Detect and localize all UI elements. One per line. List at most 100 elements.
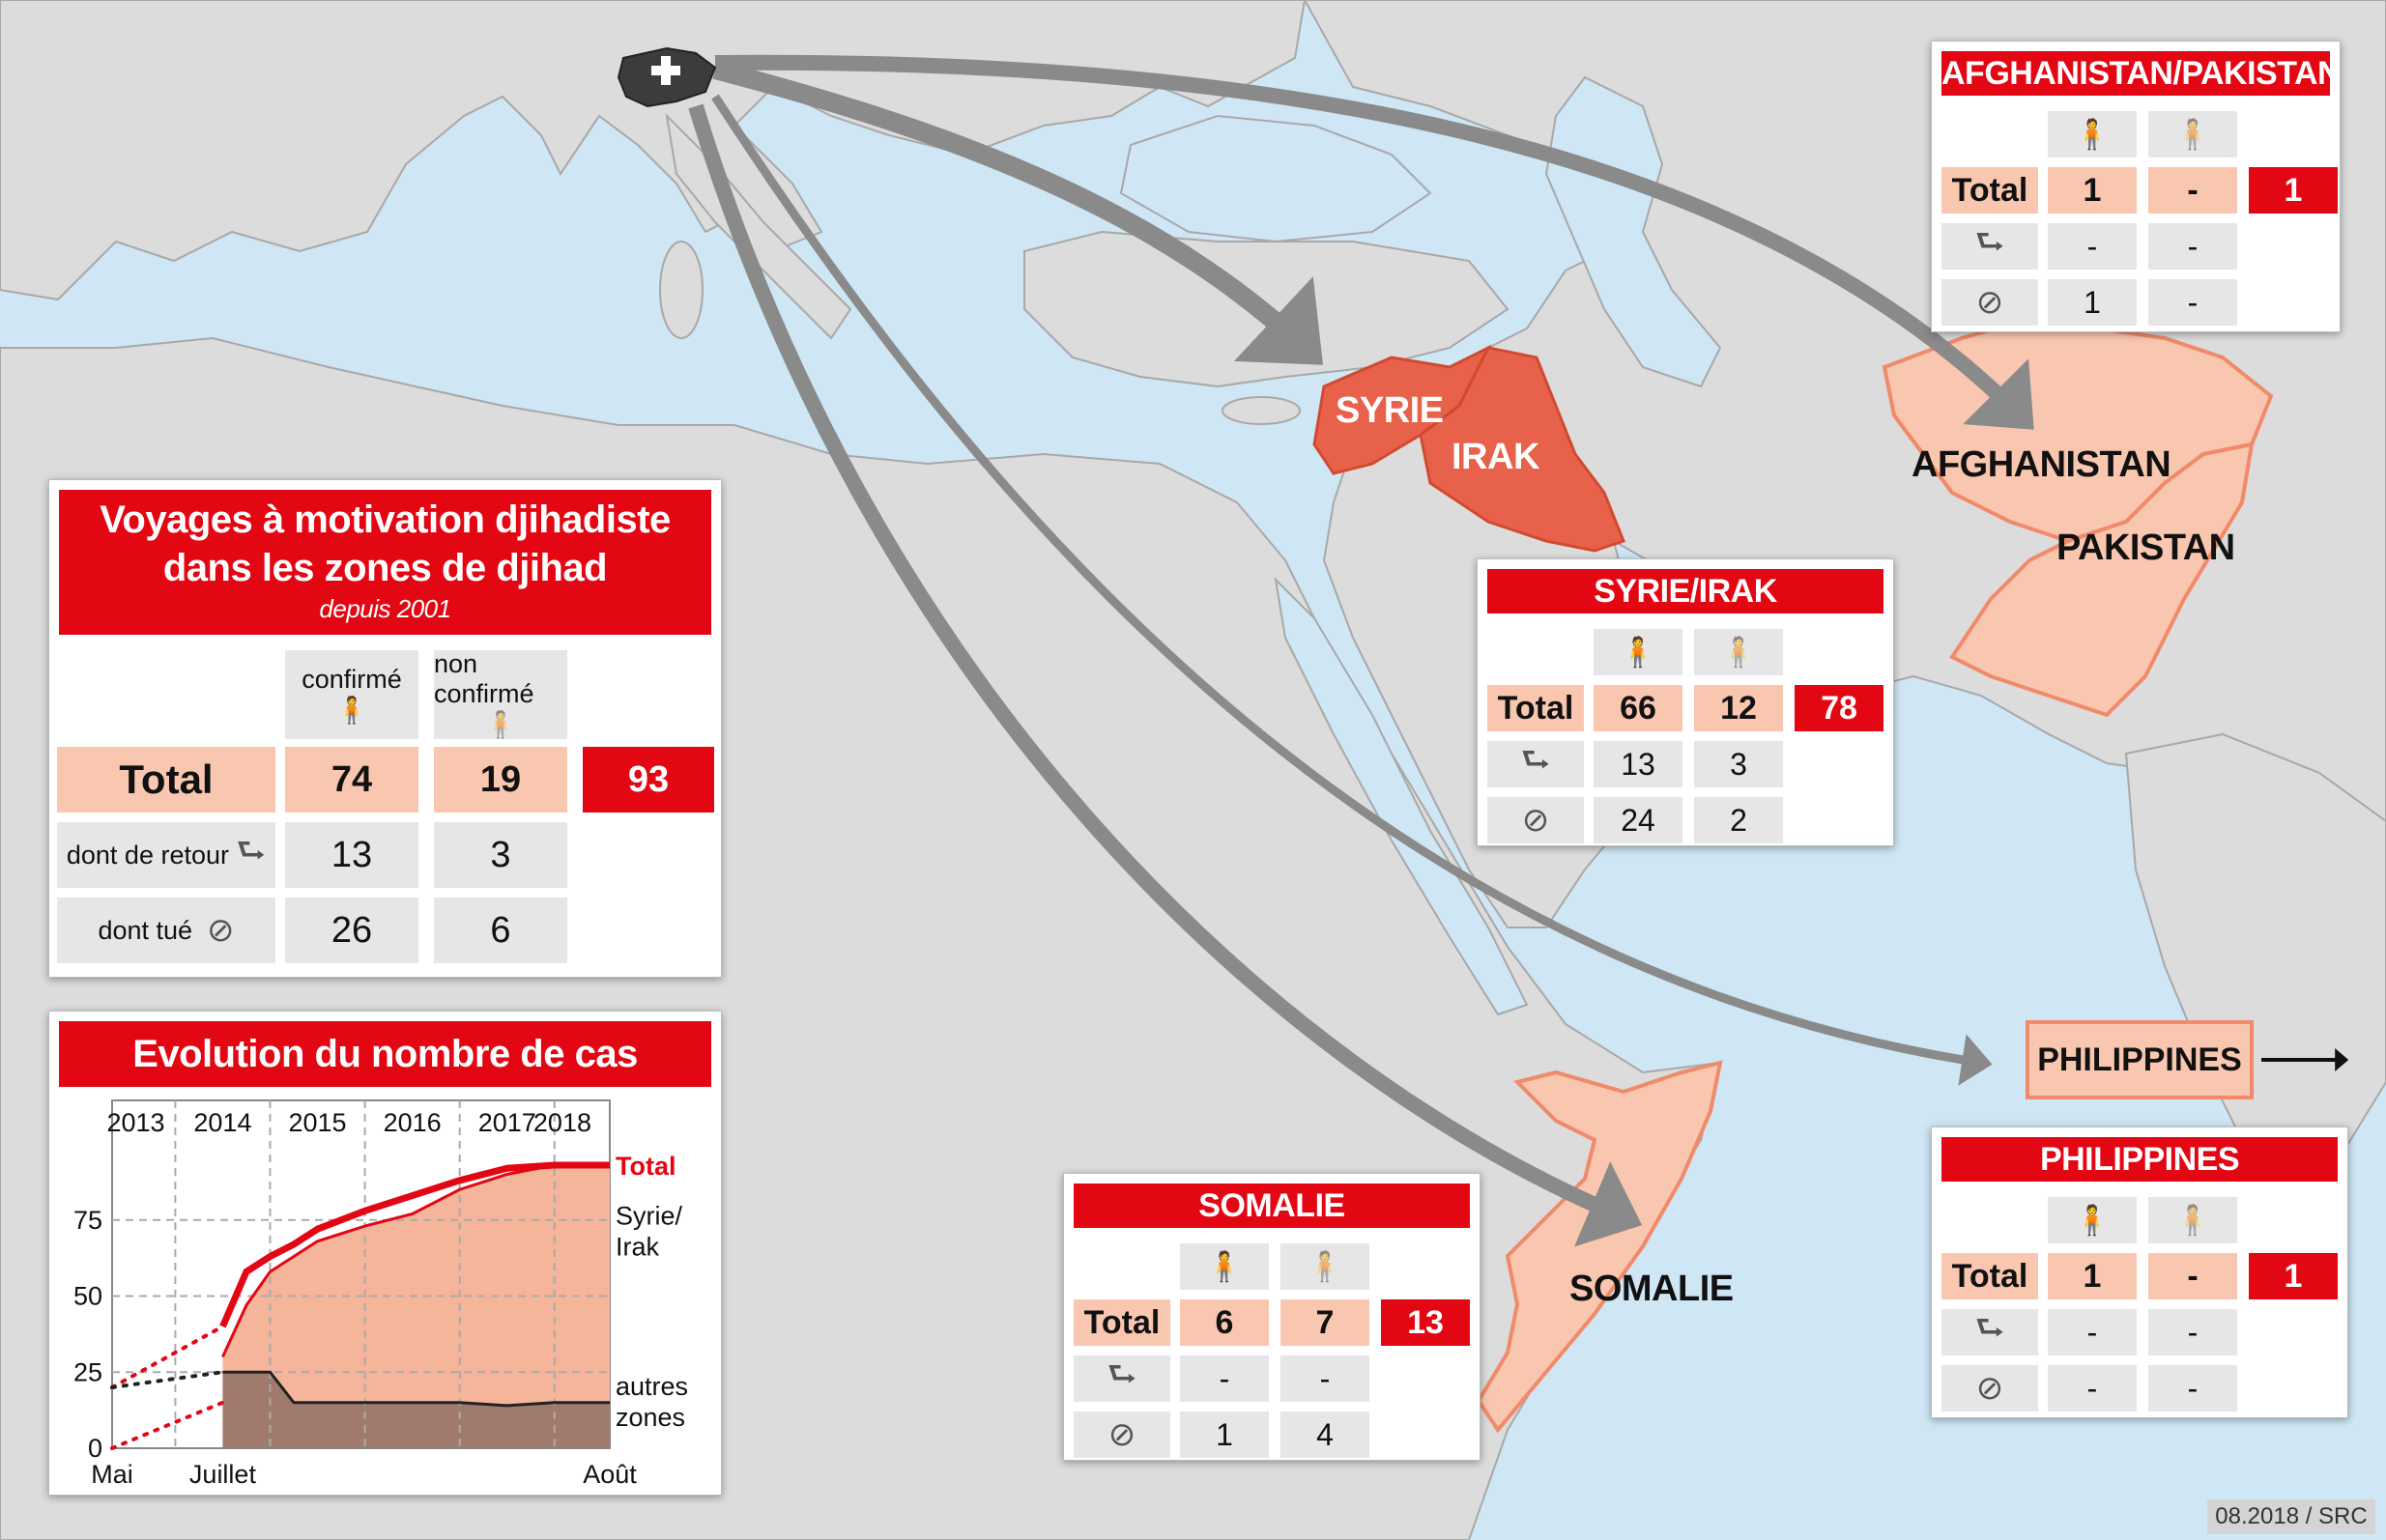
total-confirmed: 74 bbox=[285, 747, 418, 813]
label-irak: IRAK bbox=[1452, 437, 1539, 477]
total-confirmed: 1 bbox=[2048, 167, 2137, 214]
year-label: 2018 bbox=[533, 1108, 591, 1137]
x-end-label: Août bbox=[583, 1460, 637, 1487]
return-unconfirmed: - bbox=[2148, 1309, 2237, 1355]
series-total-line bbox=[219, 1161, 610, 1328]
col-unconfirmed-label: non confirmé bbox=[434, 649, 534, 708]
row-total-label: Total bbox=[1074, 1299, 1170, 1346]
main-table-panel: Voyages à motivation djihadiste dans les… bbox=[48, 479, 722, 978]
trend-total-dotted bbox=[110, 1325, 225, 1389]
killed-confirmed: - bbox=[2048, 1365, 2137, 1412]
legend-syrie-2: Irak bbox=[616, 1232, 660, 1261]
row-return-label: dont de retour ⮑ bbox=[57, 822, 275, 888]
panel-philippines: PHILIPPINES 🧍 🧍 Total 1 - 1 ⮑ - - ⊘ - - bbox=[1931, 1126, 2348, 1418]
legend-syrie-1: Syrie/ bbox=[616, 1201, 683, 1230]
killed-unconfirmed: 2 bbox=[1694, 797, 1783, 843]
col-confirmed-header: 🧍 bbox=[2048, 1197, 2137, 1243]
killed-unconfirmed: 4 bbox=[1280, 1412, 1369, 1458]
person-confirmed-icon: 🧍 bbox=[2074, 1204, 2111, 1237]
col-unconfirmed-header: 🧍 bbox=[2148, 111, 2237, 157]
caspian-sea bbox=[1544, 75, 1722, 388]
total-unconfirmed: 7 bbox=[1280, 1299, 1369, 1346]
killed-person-icon: ⊘ bbox=[207, 912, 235, 949]
col-unconfirmed-header: non confirmé 🧍 bbox=[434, 649, 567, 739]
legend-total: Total bbox=[616, 1152, 676, 1181]
total-all: 78 bbox=[1795, 685, 1883, 731]
region-title: SOMALIE bbox=[1074, 1184, 1470, 1228]
row-total-label: Total bbox=[1487, 685, 1584, 731]
total-all: 13 bbox=[1381, 1299, 1470, 1346]
person-unconfirmed-icon: 🧍 bbox=[1307, 1250, 1343, 1283]
col-confirmed-header: 🧍 bbox=[1180, 1243, 1269, 1290]
return-unconfirmed: - bbox=[2148, 223, 2237, 270]
return-confirmed: - bbox=[1180, 1355, 1269, 1402]
person-confirmed-icon: 🧍 bbox=[1206, 1250, 1243, 1283]
killed-person-icon: ⊘ bbox=[1941, 1365, 2038, 1412]
label-somalie: SOMALIE bbox=[1569, 1269, 1734, 1309]
killed-confirmed: 24 bbox=[1594, 797, 1682, 843]
killed-person-icon: ⊘ bbox=[1074, 1412, 1170, 1458]
killed-person-icon: ⊘ bbox=[1487, 797, 1584, 843]
sardinia bbox=[659, 241, 704, 339]
col-confirmed-header: confirmé 🧍 bbox=[285, 650, 418, 739]
swiss-cross-icon bbox=[651, 56, 680, 85]
panel-afghanistan-pakistan: AFGHANISTAN/PAKISTAN 🧍 🧍 Total 1 - 1 ⮑ -… bbox=[1931, 41, 2342, 332]
col-unconfirmed-header: 🧍 bbox=[1694, 629, 1783, 675]
source-credit: 08.2018 / SRC bbox=[2207, 1499, 2375, 1534]
row-total-label: Total bbox=[57, 747, 275, 813]
region-title: AFGHANISTAN/PAKISTAN bbox=[1941, 51, 2342, 96]
main-title-line1: Voyages à motivation djihadiste bbox=[100, 499, 671, 541]
year-label: 2015 bbox=[289, 1108, 347, 1137]
label-philippines: PHILIPPINES bbox=[2026, 1020, 2254, 1099]
killed-unconfirmed: - bbox=[2148, 1365, 2237, 1412]
killed-confirmed: 1 bbox=[1180, 1412, 1269, 1458]
person-confirmed-icon: 🧍 bbox=[2074, 118, 2111, 151]
row-killed-text: dont tué bbox=[98, 915, 193, 945]
area-autres-zones bbox=[222, 1372, 610, 1448]
killed-confirmed: 26 bbox=[285, 898, 418, 963]
panel-somalie: SOMALIE 🧍 🧍 Total 6 7 13 ⮑ - - ⊘ 1 4 bbox=[1063, 1173, 1480, 1461]
row-return-text: dont de retour bbox=[66, 840, 229, 870]
year-label: 2016 bbox=[384, 1108, 442, 1137]
col-confirmed-header: 🧍 bbox=[2048, 111, 2137, 157]
x-mid-label: Juillet bbox=[189, 1460, 257, 1487]
return-unconfirmed: 3 bbox=[1694, 741, 1783, 787]
region-title: PHILIPPINES bbox=[1941, 1137, 2338, 1182]
arrow-to-afghanistan bbox=[714, 54, 2034, 430]
return-confirmed: 13 bbox=[1594, 741, 1682, 787]
killed-unconfirmed: 6 bbox=[434, 898, 567, 963]
region-irak bbox=[1419, 346, 1625, 553]
col-unconfirmed-header: 🧍 bbox=[2148, 1197, 2237, 1243]
main-table-header: Voyages à motivation djihadiste dans les… bbox=[59, 490, 711, 635]
red-sea bbox=[1274, 577, 1529, 1016]
label-syrie: SYRIE bbox=[1336, 390, 1444, 431]
person-confirmed-icon: 🧍 bbox=[335, 695, 368, 725]
y-tick-label: 0 bbox=[88, 1434, 102, 1463]
y-tick-label: 75 bbox=[73, 1206, 102, 1235]
row-total-label: Total bbox=[1941, 167, 2038, 214]
chart-svg: 7550250201320142015201620172018Mai2013Ju… bbox=[73, 1099, 688, 1487]
return-confirmed: - bbox=[2048, 223, 2137, 270]
total-all: 93 bbox=[583, 747, 714, 813]
area-syrie-irak bbox=[222, 1165, 610, 1448]
person-unconfirmed-icon: 🧍 bbox=[2174, 118, 2211, 151]
person-confirmed-icon: 🧍 bbox=[1620, 636, 1656, 669]
person-unconfirmed-icon: 🧍 bbox=[1720, 636, 1757, 669]
col-unconfirmed-header: 🧍 bbox=[1280, 1243, 1369, 1290]
total-all: 1 bbox=[2249, 1253, 2338, 1299]
region-title: SYRIE/IRAK bbox=[1487, 569, 1883, 613]
return-confirmed: 13 bbox=[285, 822, 418, 888]
arrow-to-philippines bbox=[711, 94, 1993, 1086]
killed-person-icon: ⊘ bbox=[1941, 279, 2038, 326]
x-start-label: Mai bbox=[91, 1460, 133, 1487]
main-title-line2: dans les zones de djihad bbox=[162, 547, 608, 589]
trend-syrie-dotted bbox=[110, 1400, 225, 1450]
series-autres-zones-line bbox=[222, 1370, 610, 1408]
return-arrow-icon: ⮑ bbox=[1074, 1355, 1170, 1402]
cyprus bbox=[1222, 396, 1301, 425]
return-unconfirmed: - bbox=[1280, 1355, 1369, 1402]
return-arrow-icon: ⮑ bbox=[1941, 1309, 2038, 1355]
label-pakistan: PAKISTAN bbox=[2056, 528, 2235, 568]
row-total-label: Total bbox=[1941, 1253, 2038, 1299]
return-unconfirmed: 3 bbox=[434, 822, 567, 888]
